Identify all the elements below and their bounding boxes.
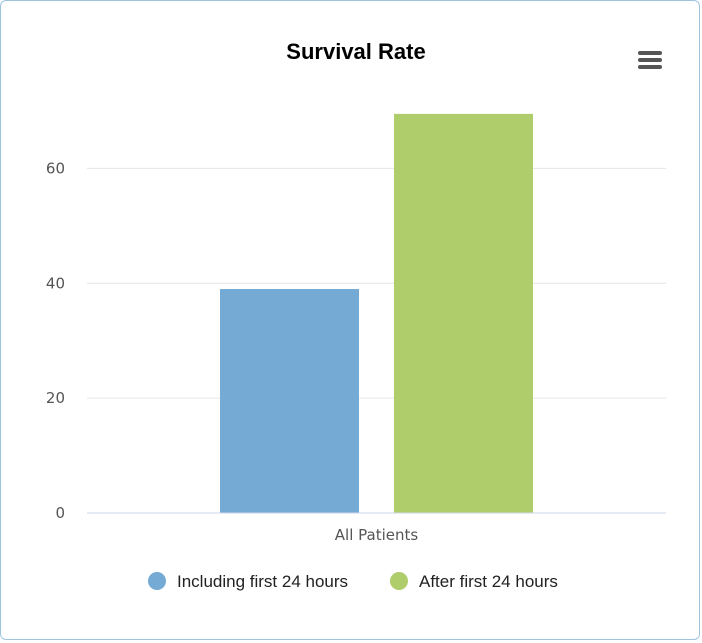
grid-lines: 0 20 40 60 (46, 159, 666, 522)
x-axis: All Patients (87, 512, 666, 544)
legend-label[interactable]: Including first 24 hours (177, 572, 348, 591)
chart-title: Survival Rate (286, 39, 426, 64)
bar-including-first-24-hours[interactable] (220, 289, 359, 513)
y-tick-label: 0 (55, 504, 65, 522)
y-tick-label: 20 (46, 389, 65, 407)
legend-marker[interactable] (390, 572, 408, 590)
menu-icon-bar (638, 51, 662, 55)
legend-label[interactable]: After first 24 hours (419, 572, 558, 591)
legend-marker[interactable] (148, 572, 166, 590)
legend: Including first 24 hours After first 24 h… (148, 572, 558, 591)
menu-icon-bar (638, 65, 662, 69)
y-tick-label: 40 (46, 274, 65, 292)
menu-icon-bar (638, 58, 662, 62)
chart-menu-button[interactable] (635, 47, 665, 73)
bars (220, 113, 533, 513)
x-category-label: All Patients (335, 526, 419, 544)
y-tick-label: 60 (46, 159, 65, 177)
bar-after-first-24-hours[interactable] (394, 113, 533, 513)
